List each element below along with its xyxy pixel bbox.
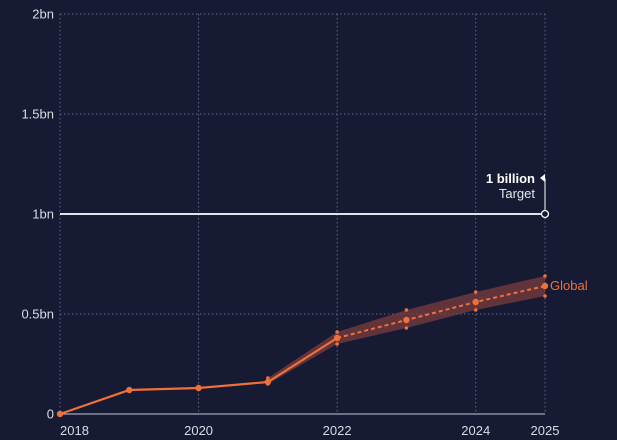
target-pointer (540, 174, 545, 182)
x-tick-label: 2025 (531, 423, 560, 438)
band-lower-point (473, 308, 478, 312)
series-point (56, 410, 64, 418)
y-tick-label: 1.5bn (21, 107, 54, 122)
y-tick-label: 2bn (32, 7, 54, 22)
label-layer: 1 billion Target Global (486, 171, 588, 293)
x-tick-label: 2022 (323, 423, 352, 438)
band-upper-point (404, 308, 409, 312)
x-tick-label: 2018 (60, 423, 89, 438)
target-annotation-label: Target (499, 186, 536, 201)
series-point (195, 384, 202, 392)
band-lower-point (335, 342, 339, 346)
y-tick-label: 0 (47, 407, 54, 422)
series-layer (56, 282, 549, 418)
series-point (333, 334, 341, 342)
band-upper-point (543, 274, 547, 278)
band-upper-point (266, 376, 270, 380)
series-point (541, 282, 549, 290)
y-tick-label: 1bn (32, 207, 54, 222)
band-upper-point (335, 330, 339, 334)
band-layer (266, 274, 547, 386)
target-layer (60, 174, 550, 219)
x-tick-label: 2020 (184, 423, 213, 438)
uncertainty-band (267, 276, 545, 384)
target-marker (540, 209, 550, 219)
x-tick-label: 2024 (461, 423, 490, 438)
series-line-projected (336, 285, 546, 339)
series-label-global: Global (550, 278, 588, 293)
band-lower-point (543, 294, 547, 298)
y-tick-label: 0.5bn (21, 307, 54, 322)
target-annotation-value: 1 billion (486, 171, 535, 186)
grid-layer: 0 0.5bn 1bn 1.5bn 2bn 2018 2020 2022 2024 2025 (21, 7, 559, 439)
series-point (126, 386, 133, 394)
series-point (403, 316, 410, 324)
band-upper-point (473, 290, 478, 294)
series-point (264, 378, 272, 386)
band-lower-point (404, 326, 409, 330)
series-point (472, 298, 479, 306)
